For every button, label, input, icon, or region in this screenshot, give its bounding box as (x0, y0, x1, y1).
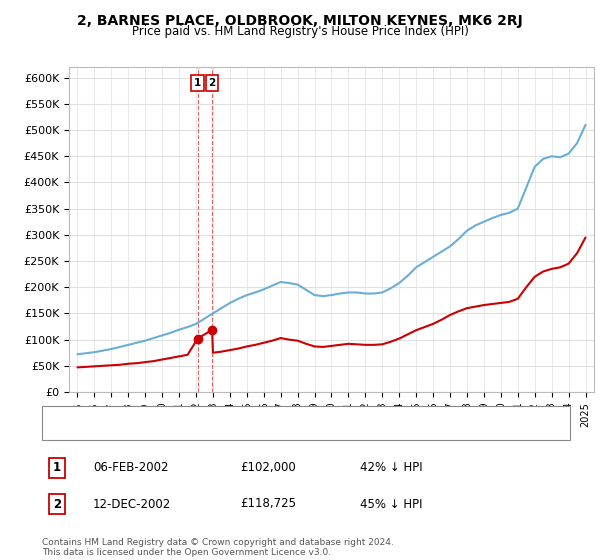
Text: 2, BARNES PLACE, OLDBROOK, MILTON KEYNES, MK6 2RJ: 2, BARNES PLACE, OLDBROOK, MILTON KEYNES… (77, 14, 523, 28)
Text: Contains HM Land Registry data © Crown copyright and database right 2024.
This d: Contains HM Land Registry data © Crown c… (42, 538, 394, 557)
Text: 2: 2 (53, 497, 61, 511)
Text: 42% ↓ HPI: 42% ↓ HPI (360, 461, 422, 474)
Text: £102,000: £102,000 (240, 461, 296, 474)
Text: 1: 1 (194, 78, 202, 88)
Text: Price paid vs. HM Land Registry's House Price Index (HPI): Price paid vs. HM Land Registry's House … (131, 25, 469, 38)
Text: 12-DEC-2002: 12-DEC-2002 (93, 497, 171, 511)
Text: 1: 1 (53, 461, 61, 474)
Text: £118,725: £118,725 (240, 497, 296, 511)
Text: 45% ↓ HPI: 45% ↓ HPI (360, 497, 422, 511)
Text: 2, BARNES PLACE, OLDBROOK, MILTON KEYNES, MK6 2RJ (detached house): 2, BARNES PLACE, OLDBROOK, MILTON KEYNES… (93, 410, 484, 421)
Text: 06-FEB-2002: 06-FEB-2002 (93, 461, 169, 474)
Text: 2: 2 (208, 78, 216, 88)
Text: HPI: Average price, detached house, Milton Keynes: HPI: Average price, detached house, Milt… (93, 425, 358, 435)
